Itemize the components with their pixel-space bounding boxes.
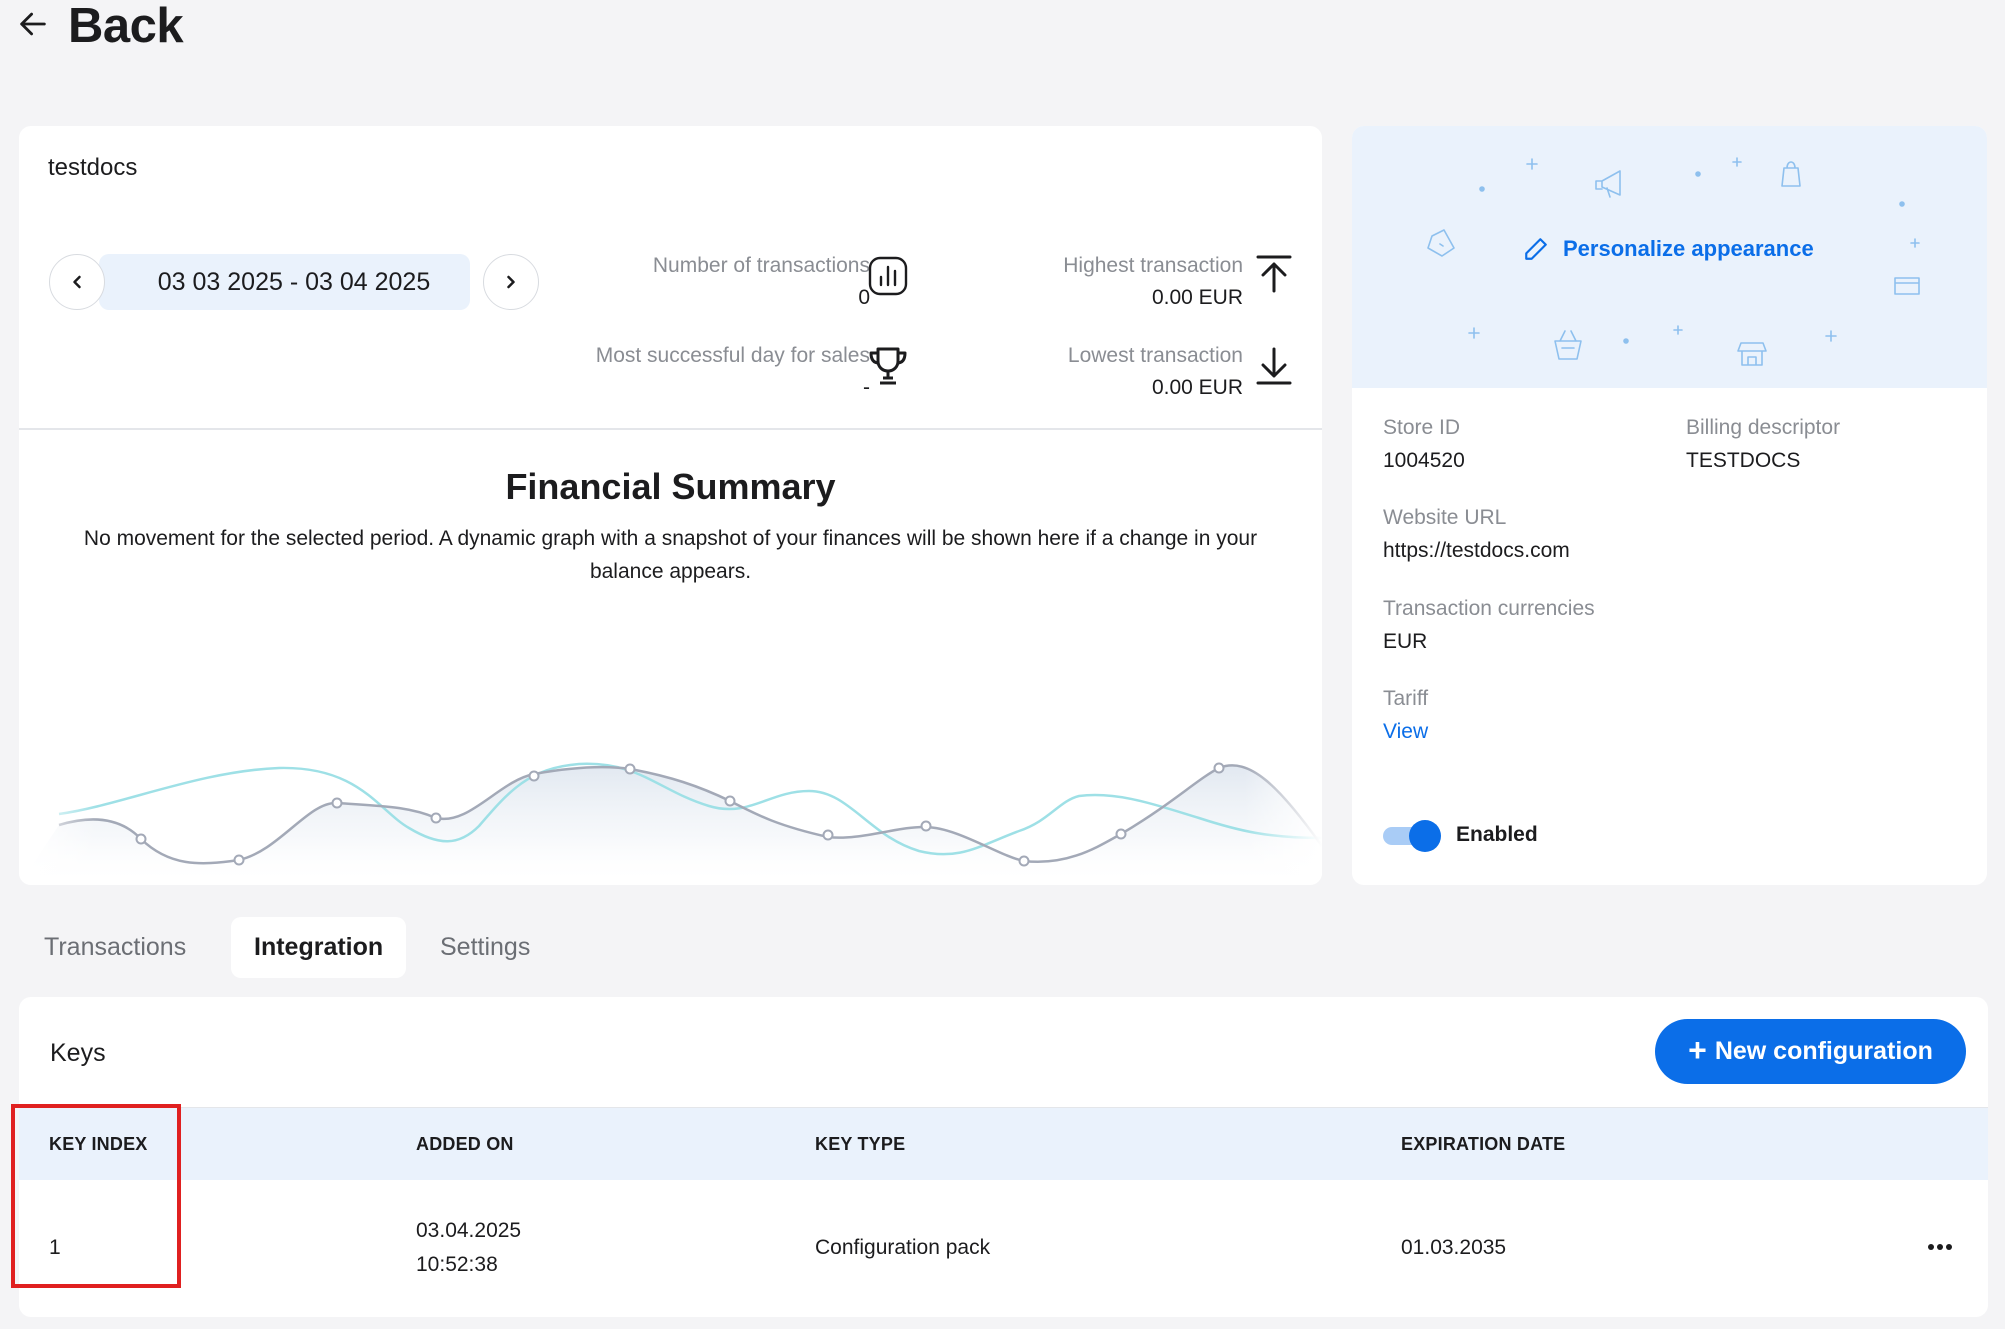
stat-highest: Highest transaction 0.00 EUR [1063,253,1243,311]
megaphone-icon [1595,170,1621,198]
personalize-banner[interactable]: Personalize appearance [1352,126,1987,388]
key-type-cell: Configuration pack [815,1236,991,1259]
bar-chart-icon [866,254,910,298]
date-range-picker: 03 03 2025 - 03 04 2025 [49,254,539,310]
stat-transactions-label: Number of transactions [652,254,870,277]
store-name: testdocs [48,154,138,181]
tab-settings[interactable]: Settings [440,933,531,961]
financial-summary-title: Financial Summary [505,466,836,507]
billing-descriptor-value: TESTDOCS [1686,449,1801,472]
key-index-cell: 1 [49,1236,61,1259]
billing-descriptor-field: Billing descriptor TESTDOCS [1686,415,1840,474]
tariff-field: Tariff View [1383,686,1428,745]
financial-summary-description: No movement for the selected period. A d… [83,527,1258,583]
back-label: Back [68,0,184,53]
tariff-label: Tariff [1383,687,1429,710]
keys-title: Keys [50,1039,106,1067]
stat-best-day-value: - [863,376,870,399]
expiration-date-cell: 01.03.2035 [1401,1236,1507,1259]
date-range-background [99,254,470,310]
currencies-value: EUR [1383,630,1428,653]
decorative-pattern [1427,157,1920,366]
placeholder-chart-illustration [19,596,1322,885]
next-period-button[interactable] [483,254,539,310]
key-index-highlight-box [11,1104,181,1288]
stat-transactions: Number of transactions 0 [653,253,870,311]
website-url-value: https://testdocs.com [1383,539,1570,562]
row-actions-button[interactable] [1922,1229,1958,1265]
billing-descriptor-label: Billing descriptor [1686,416,1841,439]
summary-card: testdocs 03 03 2025 - 03 04 2025 Number … [19,126,1322,885]
pencil-icon [1525,238,1547,260]
store-id-field: Store ID 1004520 [1383,415,1465,474]
shop-icon [1737,342,1767,366]
new-configuration-button[interactable]: + New configuration [1655,1019,1966,1084]
currencies-field: Transaction currencies EUR [1383,596,1595,655]
tariff-view-link[interactable]: View [1383,720,1429,743]
stat-lowest-value: 0.00 EUR [1151,376,1243,399]
keys-table-header: KEY INDEX ADDED ON KEY TYPE EXPIRATION D… [19,1107,1988,1180]
stat-best-day: Most successful day for sales - [596,343,870,401]
arrow-up-to-line-icon [1252,252,1296,296]
arrow-down-to-line-icon [1252,344,1296,388]
personalize-appearance-label: Personalize appearance [1563,236,1814,261]
stat-highest-label: Highest transaction [1063,254,1243,277]
keys-card: Keys + New configuration KEY INDEX ADDED… [19,997,1988,1317]
tag-icon [1427,229,1455,257]
enabled-toggle[interactable] [1383,820,1441,852]
previous-period-button[interactable] [49,254,105,310]
tab-integration[interactable]: Integration [231,917,407,978]
enabled-label: Enabled [1456,823,1538,846]
new-configuration-label: New configuration [1714,1037,1933,1065]
column-key-index: KEY INDEX [49,1134,148,1154]
more-horizontal-icon [1928,1244,1952,1250]
stat-transactions-value: 0 [858,286,870,309]
stat-best-day-label: Most successful day for sales [595,344,870,367]
toggle-knob [1409,820,1441,852]
stat-highest-value: 0.00 EUR [1151,286,1243,309]
stat-lowest: Lowest transaction 0.00 EUR [1068,343,1243,401]
website-url-field: Website URL https://testdocs.com [1383,505,1570,564]
column-expiration-date: EXPIRATION DATE [1401,1134,1566,1154]
bag-icon [1781,161,1801,187]
card-icon [1894,277,1920,295]
store-id-value: 1004520 [1383,449,1465,472]
store-info-card: Personalize appearance Store ID 1004520 … [1352,126,1987,885]
website-url-label: Website URL [1383,506,1507,529]
date-range-text[interactable]: 03 03 2025 - 03 04 2025 [157,268,431,296]
added-time-cell: 10:52:38 [416,1253,498,1276]
personalize-appearance-link[interactable]: Personalize appearance [1523,236,1814,262]
currencies-label: Transaction currencies [1383,597,1595,620]
basket-icon [1554,330,1582,360]
summary-divider [19,428,1322,430]
plus-icon: + [1688,1032,1707,1068]
chevron-right-icon [507,275,515,289]
chart-edge-fade [19,596,1322,885]
column-added-on: ADDED ON [416,1134,514,1154]
stat-lowest-label: Lowest transaction [1067,344,1243,367]
arrow-left-icon [16,7,50,46]
column-key-type: KEY TYPE [815,1134,906,1154]
tab-transactions[interactable]: Transactions [44,933,187,961]
trophy-icon [866,344,910,388]
store-id-label: Store ID [1383,416,1461,439]
added-date-cell: 03.04.2025 [416,1219,522,1242]
chevron-left-icon [73,275,81,289]
back-link[interactable]: Back [16,0,184,53]
